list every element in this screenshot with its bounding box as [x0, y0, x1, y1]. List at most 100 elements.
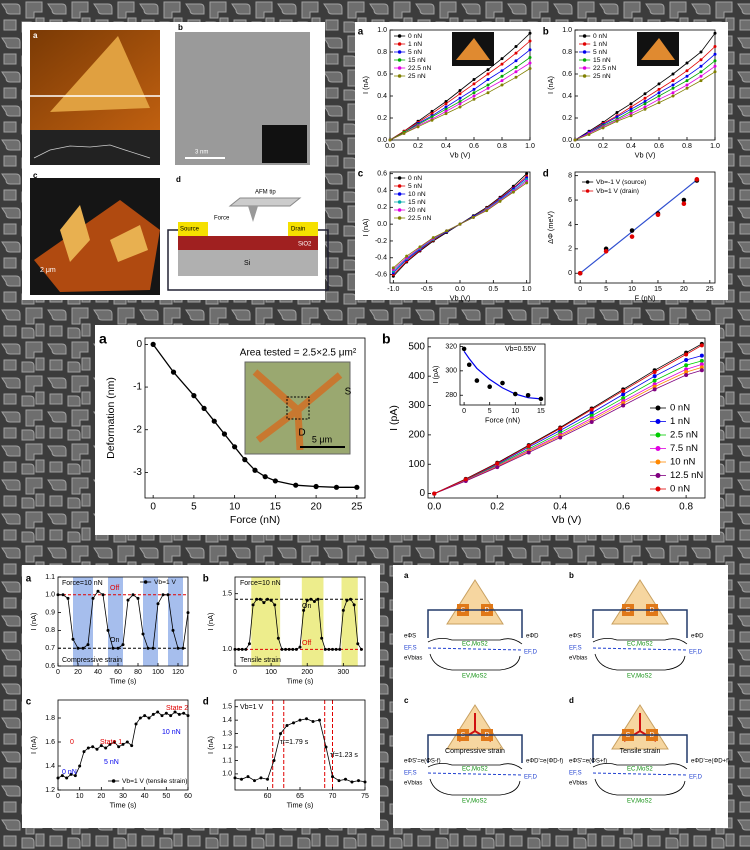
marker	[247, 642, 251, 646]
marker	[643, 100, 647, 103]
marker	[388, 138, 392, 142]
band-label: EF,D	[524, 650, 538, 656]
marker	[511, 190, 515, 194]
marker	[305, 598, 309, 602]
y-tick-label: 1.0	[45, 592, 55, 599]
chart: 0 5 10 15 20 25 0 2 4 6 8 Vb=-1 V (source) Vb=1 V (d…	[543, 169, 716, 302]
x-axis-label: Time (s)	[287, 676, 314, 685]
marker	[391, 266, 395, 270]
plot-frame	[574, 171, 716, 284]
x-tick-label: 80	[134, 669, 142, 676]
marker	[334, 647, 338, 651]
legend-marker	[655, 473, 661, 478]
legend-label: 15 nN	[408, 57, 426, 64]
marker	[629, 107, 633, 111]
x-tick-label: 40	[94, 669, 102, 676]
chart: 0 100 200 300 1.0 1.5 Force=10 nN On Off Tensile …	[203, 574, 366, 685]
marker	[173, 710, 177, 714]
x-tick-label: 0	[56, 669, 60, 676]
marker	[487, 384, 492, 390]
marker	[657, 87, 661, 91]
x-tick-label: 5	[604, 286, 608, 293]
x-tick-label: 120	[172, 669, 184, 676]
legend-label: 10 nN	[670, 457, 695, 468]
marker	[655, 212, 661, 217]
marker	[143, 714, 147, 718]
marker	[108, 742, 112, 746]
marker	[121, 742, 125, 746]
plot-frame	[234, 576, 366, 667]
shaded-span	[168, 577, 183, 666]
marker	[71, 637, 75, 641]
strain-label: Tensile strain	[620, 748, 661, 755]
marker	[652, 370, 657, 375]
y-tick-label: 1.2	[222, 744, 232, 751]
marker	[430, 115, 434, 119]
y-tick-label: -3	[133, 467, 142, 478]
x-tick-label: 0.4	[626, 143, 636, 150]
panel-label: d	[203, 697, 209, 708]
substrate	[178, 250, 318, 276]
plot-frame	[427, 337, 706, 499]
y-tick-label: 1.4	[222, 717, 232, 724]
marker	[246, 775, 250, 779]
band-label: eVbias	[569, 781, 587, 787]
marker	[528, 67, 532, 70]
y-tick-label: 320	[445, 343, 457, 350]
annotation: Off	[110, 585, 119, 592]
profile	[30, 130, 160, 165]
marker	[359, 647, 363, 651]
marker	[82, 750, 86, 754]
series-line	[434, 369, 703, 494]
x-tick-label: 100	[152, 669, 164, 676]
y-tick-label: 0.9	[45, 609, 55, 616]
marker	[472, 91, 476, 95]
marker	[284, 647, 288, 651]
y-axis-label: ΔΦ (meV)	[546, 211, 555, 244]
fit-line	[579, 179, 698, 274]
marker	[694, 177, 700, 182]
marker	[345, 598, 349, 602]
marker	[99, 744, 103, 748]
legend-marker	[397, 184, 402, 188]
x-tick-label: 200	[301, 669, 313, 676]
x-tick-label: 20	[97, 793, 105, 800]
marker	[182, 711, 186, 715]
legend-marker	[655, 432, 661, 438]
marker	[86, 746, 90, 750]
y-tick-label: 1.0	[222, 646, 232, 653]
x-tick-label: -0.5	[421, 286, 433, 293]
x-tick-label: 0.6	[616, 502, 630, 513]
legend-label: 1 nN	[408, 41, 422, 48]
y-tick-label: -2	[133, 424, 142, 435]
marker	[56, 776, 60, 780]
marker	[486, 91, 490, 95]
scale-label: 2 μm	[40, 267, 56, 274]
marker	[699, 368, 704, 373]
marker	[272, 478, 278, 484]
marker	[601, 126, 605, 130]
marker	[269, 598, 273, 602]
marker	[713, 45, 717, 48]
marker	[134, 722, 138, 726]
marker	[615, 111, 619, 114]
y-tick-label: 0.0	[377, 221, 387, 228]
x-tick-label: 40	[141, 793, 149, 800]
marker	[458, 100, 462, 103]
x-tick-label: 0.8	[497, 143, 507, 150]
device	[456, 38, 490, 60]
marker	[652, 378, 657, 383]
annotation: 5 μm	[312, 434, 332, 444]
marker	[538, 396, 544, 402]
marker	[251, 603, 255, 607]
marker	[164, 711, 168, 715]
marker	[430, 118, 434, 122]
marker	[629, 105, 633, 109]
y-axis-label: Deformation (nm)	[105, 377, 117, 459]
marker	[685, 61, 689, 65]
marker	[191, 393, 197, 399]
marker	[298, 645, 302, 649]
legend-label: Vb=1 V	[154, 579, 177, 586]
legend-marker	[397, 74, 402, 78]
x-tick-label: 0.8	[682, 143, 692, 150]
